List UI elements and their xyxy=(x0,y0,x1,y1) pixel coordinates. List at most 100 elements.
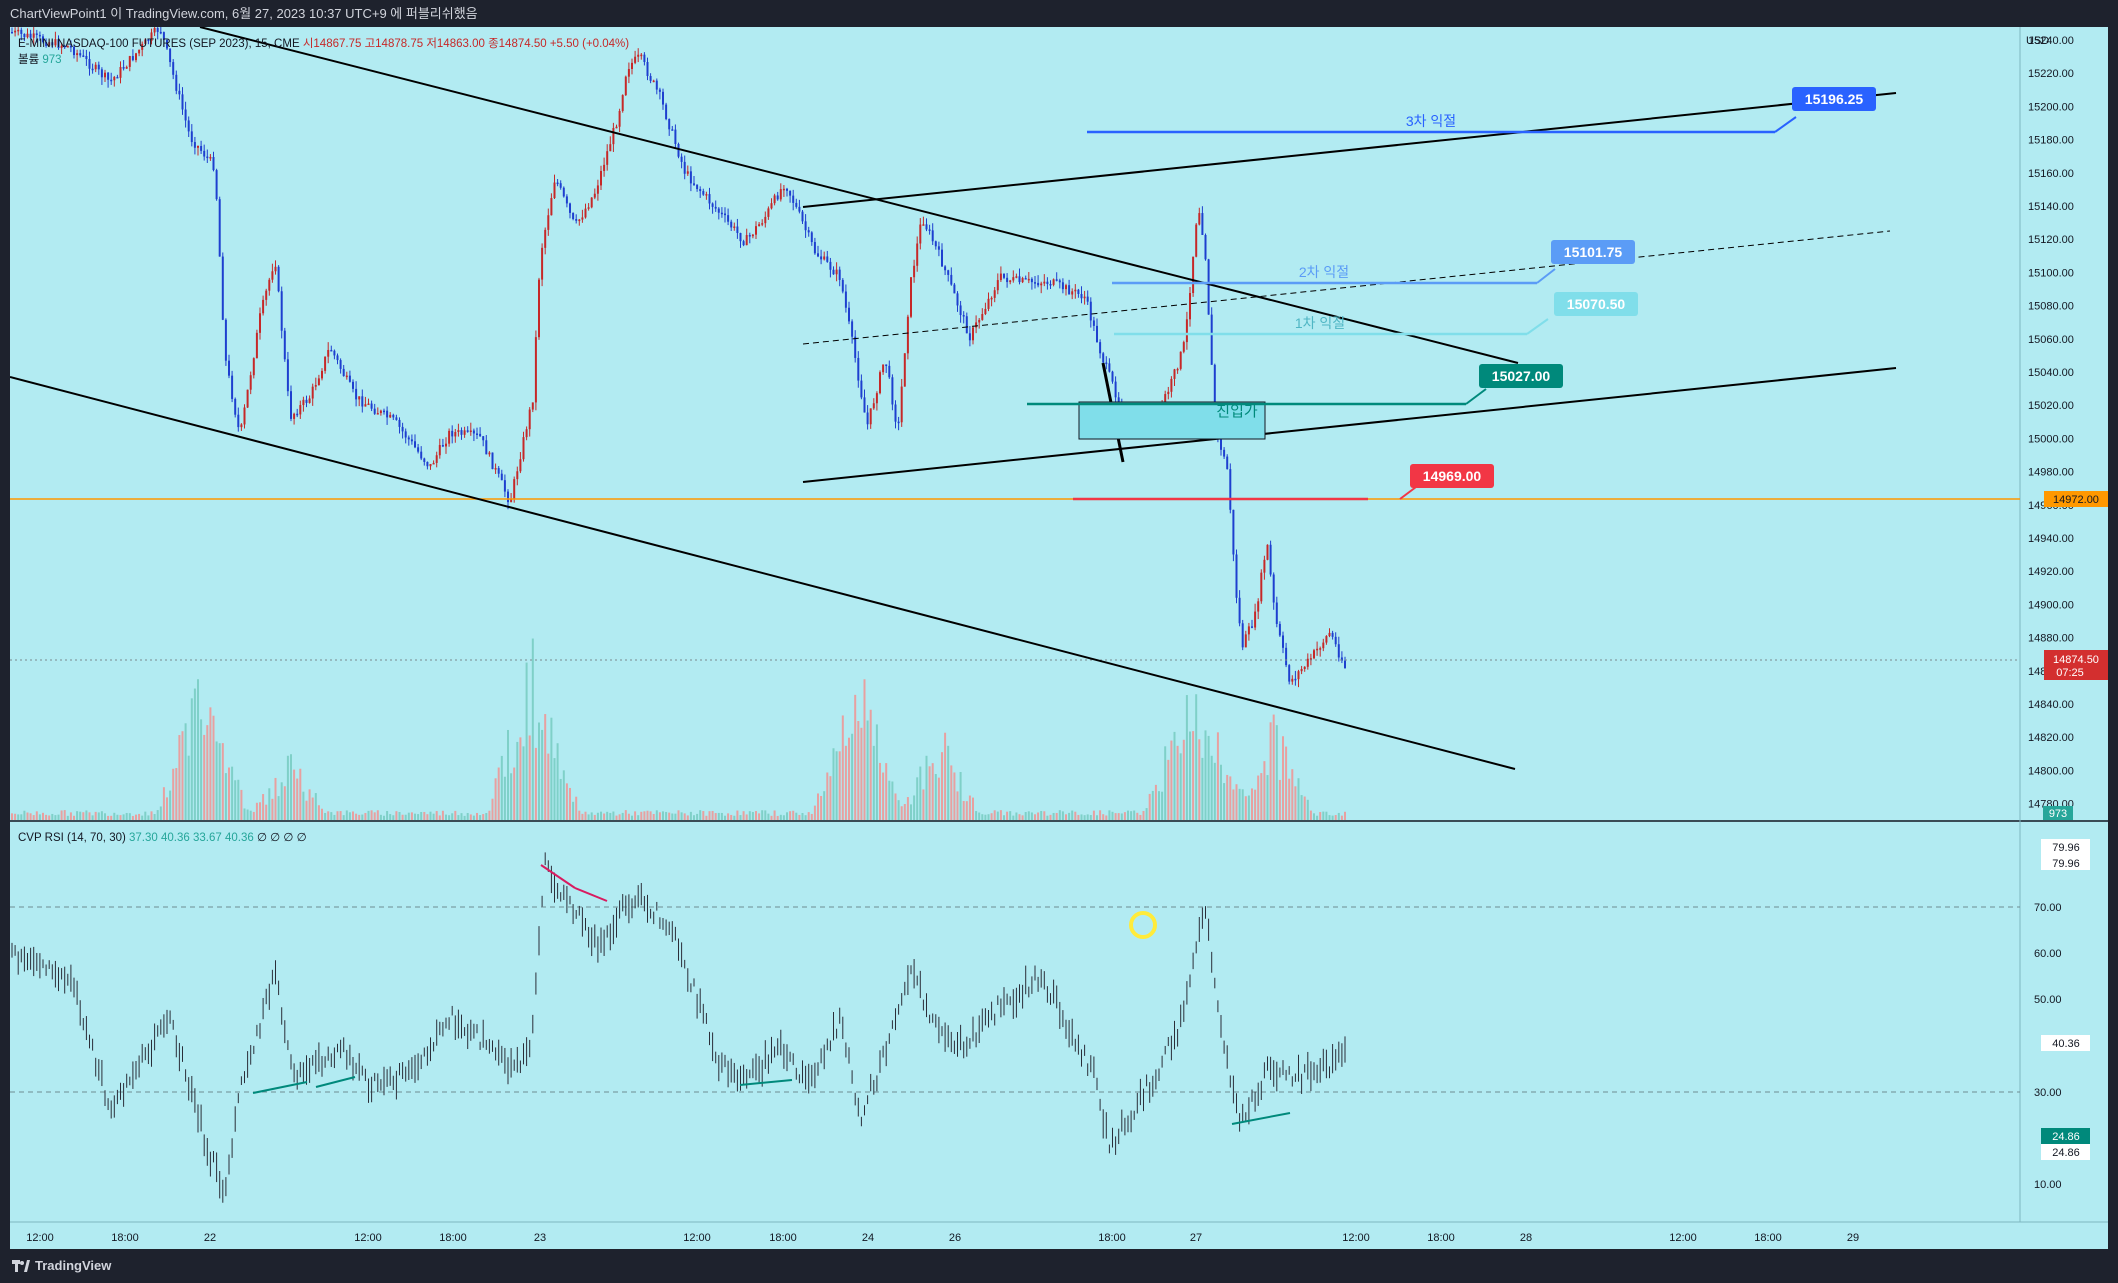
price-axis[interactable]: 15240.00 15220.00 15200.00 15180.00 15160.00… xyxy=(2028,35,2074,811)
volume-bar xyxy=(1182,739,1185,820)
candle-body xyxy=(882,364,885,373)
time-tick-label: 27 xyxy=(1190,1232,1202,1244)
volume-bar xyxy=(305,800,308,820)
channel-lower-line[interactable] xyxy=(802,367,1897,483)
stop-callout[interactable]: 14969.00 xyxy=(1399,464,1494,500)
rsi-axis[interactable]: 70.00 60.00 50.00 30.00 10.00 xyxy=(2034,902,2062,1191)
candle-body xyxy=(1223,449,1226,457)
volume-bar xyxy=(1145,808,1148,820)
volume-bar xyxy=(373,812,376,820)
candle-body xyxy=(268,279,271,291)
candle-body xyxy=(79,53,82,56)
volume-bar xyxy=(1254,789,1257,820)
rsi-empty-values: ∅ ∅ ∅ ∅ xyxy=(256,832,307,844)
volume-bar xyxy=(733,815,736,820)
volume-bar xyxy=(984,814,987,820)
candle-body xyxy=(249,375,252,390)
volume-bar xyxy=(63,810,66,820)
tp2-callout[interactable]: 15101.75 xyxy=(1536,240,1635,284)
candle-body xyxy=(1344,660,1346,668)
volume-bar xyxy=(497,767,500,820)
volume-bar xyxy=(314,793,317,820)
rsi-tick-label: 30.00 xyxy=(2034,1087,2062,1099)
rsi-top-label-1: 79.96 xyxy=(2052,842,2080,854)
time-tick-label: 23 xyxy=(534,1232,546,1244)
entry-callout[interactable]: 15027.00 xyxy=(1465,364,1563,405)
volume-bar xyxy=(820,795,823,820)
volume-bar xyxy=(603,813,606,820)
candle-body xyxy=(379,410,382,414)
volume-bar xyxy=(755,811,757,820)
rsi-divergence-bearish[interactable] xyxy=(540,864,576,889)
volume-bar xyxy=(587,814,590,820)
volume-bar xyxy=(1105,815,1108,820)
candle-body xyxy=(714,206,717,209)
volume-bar xyxy=(956,791,959,820)
volume-bar xyxy=(547,753,550,820)
volume-bar xyxy=(1241,789,1244,820)
rsi-highlight-circle[interactable] xyxy=(1129,911,1157,939)
candle-body xyxy=(906,316,909,354)
rsi-series xyxy=(11,852,1346,1203)
volume-bar xyxy=(1238,788,1241,820)
candle-body xyxy=(1086,296,1089,302)
volume-bar xyxy=(472,815,475,820)
candle-body xyxy=(122,66,125,69)
candle-body xyxy=(1322,642,1325,649)
volume-bar xyxy=(138,813,141,820)
rsi-divergence-bearish[interactable] xyxy=(574,887,608,902)
channel-mid-line[interactable] xyxy=(802,230,1891,345)
candle-body xyxy=(668,119,671,130)
trendline-upper-descending[interactable] xyxy=(199,27,1519,364)
symbol-name: E-MINI NASDAQ-100 FUTURES (SEP 2023), 15… xyxy=(18,38,300,50)
volume-bar xyxy=(1003,815,1005,820)
candle-body xyxy=(361,396,364,407)
volume-bar xyxy=(395,811,398,820)
volume-bar xyxy=(1080,814,1083,820)
volume-bar xyxy=(488,810,491,820)
candle-body xyxy=(603,164,606,171)
volume-bar xyxy=(1244,796,1247,820)
volume-bar xyxy=(26,812,29,820)
volume-bar xyxy=(925,755,928,820)
rsi-divergence-bullish[interactable] xyxy=(739,1079,793,1086)
volume-bar xyxy=(73,815,75,820)
volume-bar xyxy=(423,811,426,820)
volume-bar xyxy=(829,776,832,820)
candle-body xyxy=(466,430,469,432)
rsi-divergence-bullish[interactable] xyxy=(1231,1112,1291,1125)
candle-body xyxy=(91,68,94,71)
tp3-callout[interactable]: 15196.25 xyxy=(1774,87,1876,133)
volume-bar xyxy=(919,766,922,820)
publish-title: ChartViewPoint1 이 TradingView.com, 6월 27… xyxy=(10,6,478,21)
channel-upper-line[interactable] xyxy=(802,92,1897,208)
candle-body xyxy=(190,131,193,143)
price-tick-label: 15240.00 xyxy=(2028,35,2074,47)
volume-bar xyxy=(345,810,348,820)
tp1-callout[interactable]: 15070.50 xyxy=(1526,292,1638,335)
price-tick-label: 14840.00 xyxy=(2028,699,2074,711)
candle-body xyxy=(813,242,816,254)
candle-body xyxy=(683,161,686,174)
volume-bar xyxy=(166,797,168,820)
candle-body xyxy=(234,398,237,415)
time-axis[interactable]: 12:00 18:00 22 12:00 18:00 23 12:00 18:00 24 26 18… xyxy=(26,1232,1859,1244)
entry-zone-box[interactable] xyxy=(1078,401,1266,440)
volume-bar xyxy=(1316,815,1319,820)
volume-bar xyxy=(779,814,782,820)
candle-body xyxy=(119,66,122,78)
candle-body xyxy=(85,56,88,60)
candle-body xyxy=(333,350,336,356)
rsi-divergence-bullish[interactable] xyxy=(315,1076,356,1088)
trendline-lower-descending[interactable] xyxy=(10,376,1516,770)
tradingview-logo[interactable]: TradingView xyxy=(12,1258,111,1273)
candle-body xyxy=(680,156,683,162)
rsi-divergence-bullish[interactable] xyxy=(252,1081,308,1094)
chart-canvas[interactable]: 3차 익절 2차 익절 1차 익절 진입가 15196.25 15101.75 … xyxy=(10,27,2108,1249)
candle-body xyxy=(1089,301,1092,321)
volume-bar xyxy=(1201,757,1204,820)
candle-body xyxy=(538,279,540,338)
volume-bar xyxy=(327,811,330,820)
volume-bar xyxy=(758,813,761,820)
chart-area[interactable]: 3차 익절 2차 익절 1차 익절 진입가 15196.25 15101.75 … xyxy=(10,27,2108,1249)
